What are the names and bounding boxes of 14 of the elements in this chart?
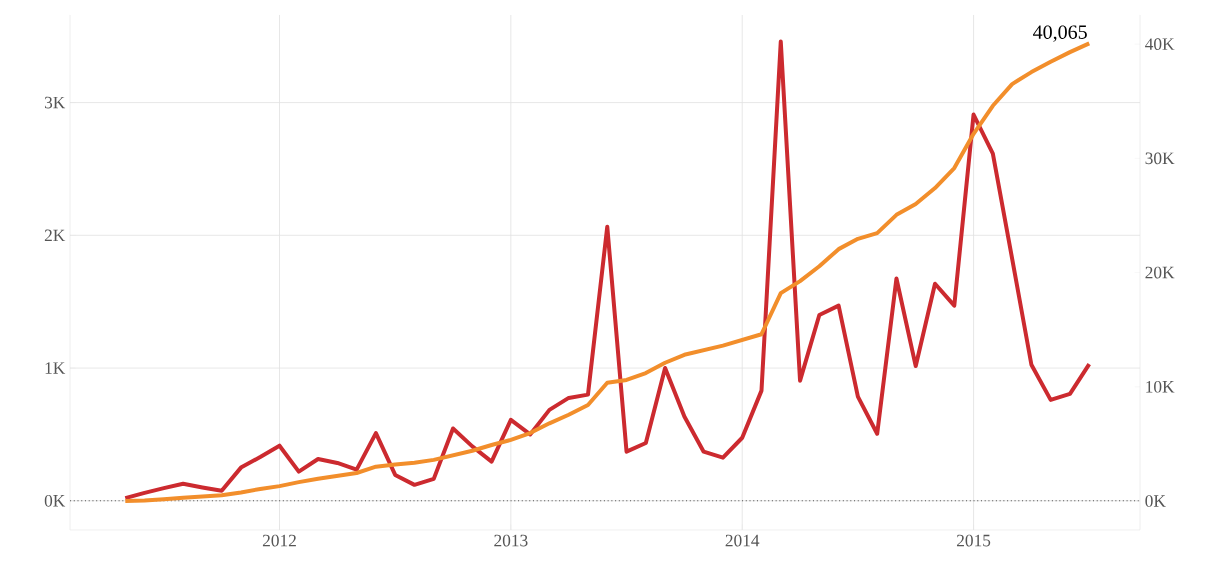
y2-tick-label: 0K — [1145, 495, 1166, 507]
x-tick-label: 2014 — [725, 534, 760, 547]
y-tick-label: 1K — [45, 362, 66, 374]
y-tick-label: 2K — [44, 229, 66, 242]
x-tick-label: 2013 — [494, 534, 528, 547]
y2-tick-label: 20K — [1145, 266, 1175, 279]
y-tick-label: 0K — [44, 494, 66, 507]
x-tick-label: 2012 — [262, 534, 296, 547]
y-tick-label: 3K — [44, 96, 66, 109]
data-label: 40,065 — [1033, 25, 1087, 42]
y2-tick-label: 40K — [1145, 38, 1175, 50]
y2-tick-label: 10K — [1146, 380, 1175, 393]
y2-tick-label: 30K — [1145, 152, 1175, 165]
x-tick-label: 2015 — [956, 534, 991, 547]
